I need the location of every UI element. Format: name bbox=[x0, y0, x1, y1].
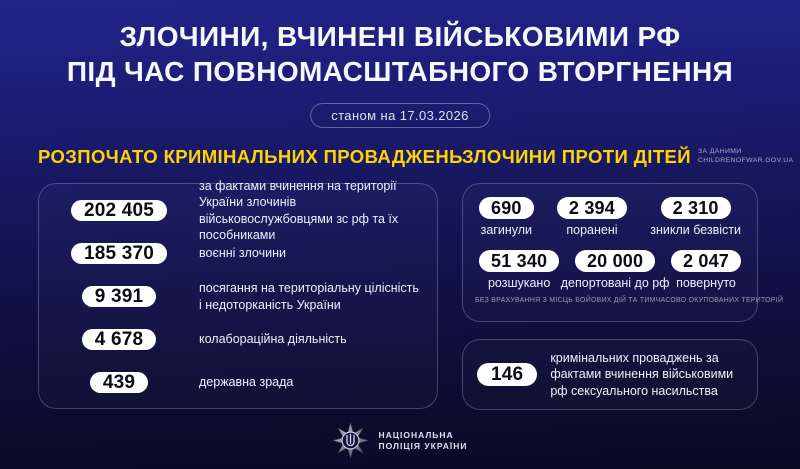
stat-row-collaboration: 4 678 колабораційна діяльність bbox=[53, 318, 423, 361]
stat-cell-deported: 20 000 депортовані до рф bbox=[560, 250, 670, 290]
page-title: ЗЛОЧИНИ, ВЧИНЕНІ ВІЙСЬКОВИМИ РФ ПІД ЧАС … bbox=[0, 19, 800, 89]
stat-value-wounded: 2 394 bbox=[556, 197, 627, 219]
stat-value-returned: 2 047 bbox=[670, 250, 741, 272]
source-note-line2: childrenofwar.gov.ua bbox=[697, 156, 794, 164]
right-section-header-text: ЗЛОЧИНИ ПРОТИ ДІТЕЙ bbox=[462, 146, 691, 167]
stat-value-killed: 690 bbox=[479, 197, 534, 219]
stat-row-territorial-integrity: 9 391 посягання на територіальну цілісні… bbox=[53, 275, 423, 318]
stat-row-treason: 439 державна зрада bbox=[53, 361, 423, 404]
stat-label-war-crimes: воєнні злочини bbox=[199, 246, 286, 261]
stat-cell-killed: 690 загинули bbox=[479, 197, 534, 237]
stat-row-war-crimes: 185 370 воєнні злочини bbox=[53, 232, 423, 275]
stat-row-war-facts: 202 405 за фактами вчинення на території… bbox=[53, 179, 423, 242]
left-section-header: РОЗПОЧАТО КРИМІНАЛЬНИХ ПРОВАДЖЕНЬ bbox=[38, 146, 463, 167]
footer: НАЦІОНАЛЬНА ПОЛІЦІЯ УКРАЇНИ bbox=[0, 422, 800, 459]
org-name-line2: ПОЛІЦІЯ УКРАЇНИ bbox=[378, 440, 468, 451]
stat-label-war-facts: за фактами вчинення на території України… bbox=[199, 178, 399, 243]
stat-value-sexual-violence: 146 bbox=[477, 363, 538, 386]
source-note-line1: за даними bbox=[697, 148, 742, 155]
stat-label-found: розшукано bbox=[487, 276, 551, 290]
stat-cell-found: 51 340 розшукано bbox=[479, 250, 560, 290]
date-badge: станом на 17.03.2026 bbox=[310, 103, 490, 128]
stat-value-treason: 439 bbox=[89, 372, 149, 393]
police-star-badge-icon bbox=[332, 422, 370, 459]
criminal-proceedings-panel: 202 405 за фактами вчинення на території… bbox=[38, 179, 438, 409]
stat-label-sexual-violence: кримінальних проваджень за фактами вчине… bbox=[550, 350, 734, 398]
children-stats-row-1: 690 загинули 2 394 поранені 2 310 зникли… bbox=[475, 197, 745, 237]
stat-cell-wounded: 2 394 поранені bbox=[556, 197, 627, 237]
stat-label-missing: зникли безвісти bbox=[650, 223, 741, 237]
children-stats-row-2: 51 340 розшукано 20 000 депортовані до р… bbox=[475, 250, 745, 290]
stat-cell-missing: 2 310 зникли безвісти bbox=[650, 197, 741, 237]
stat-label-wounded: поранені bbox=[566, 223, 618, 237]
sexual-violence-panel: 146 кримінальних проваджень за фактами в… bbox=[462, 339, 758, 410]
stat-value-deported: 20 000 bbox=[574, 250, 656, 272]
stat-value-missing: 2 310 bbox=[660, 197, 731, 219]
stat-label-deported: депортовані до рф bbox=[560, 276, 670, 290]
stat-value-found: 51 340 bbox=[479, 250, 560, 272]
stat-value-war-crimes: 185 370 bbox=[70, 243, 168, 264]
stat-value-collaboration: 4 678 bbox=[81, 329, 157, 350]
stat-label-treason: державна зрада bbox=[199, 375, 294, 390]
org-name: НАЦІОНАЛЬНА ПОЛІЦІЯ УКРАЇНИ bbox=[378, 430, 467, 452]
page-title-line1: ЗЛОЧИНИ, ВЧИНЕНІ ВІЙСЬКОВИМИ РФ bbox=[119, 21, 681, 52]
children-crimes-panel: 690 загинули 2 394 поранені 2 310 зникли… bbox=[462, 183, 784, 322]
stat-label-collaboration: колабораційна діяльність bbox=[199, 332, 347, 347]
right-section-header: ЗЛОЧИНИ ПРОТИ ДІТЕЙ за даними childrenof… bbox=[462, 146, 793, 168]
stat-label-territorial-integrity: посягання на територіальну цілісність і … bbox=[199, 281, 419, 312]
stat-label-returned: повернуто bbox=[676, 276, 736, 290]
stat-value-territorial-integrity: 9 391 bbox=[81, 286, 157, 307]
stat-cell-returned: 2 047 повернуто bbox=[670, 250, 741, 290]
children-stats-footnote: БЕЗ ВРАХУВАННЯ З МІСЦЬ БОЙОВИХ ДІЙ ТА ТИ… bbox=[475, 297, 784, 304]
stat-value-war-facts: 202 405 bbox=[70, 200, 168, 221]
source-note: за даними childrenofwar.gov.ua bbox=[698, 148, 794, 165]
page-title-line2: ПІД ЧАС ПОВНОМАСШТАБНОГО ВТОРГНЕННЯ bbox=[66, 56, 734, 87]
stat-label-killed: загинули bbox=[480, 223, 533, 237]
org-name-line1: НАЦІОНАЛЬНА bbox=[378, 429, 454, 440]
